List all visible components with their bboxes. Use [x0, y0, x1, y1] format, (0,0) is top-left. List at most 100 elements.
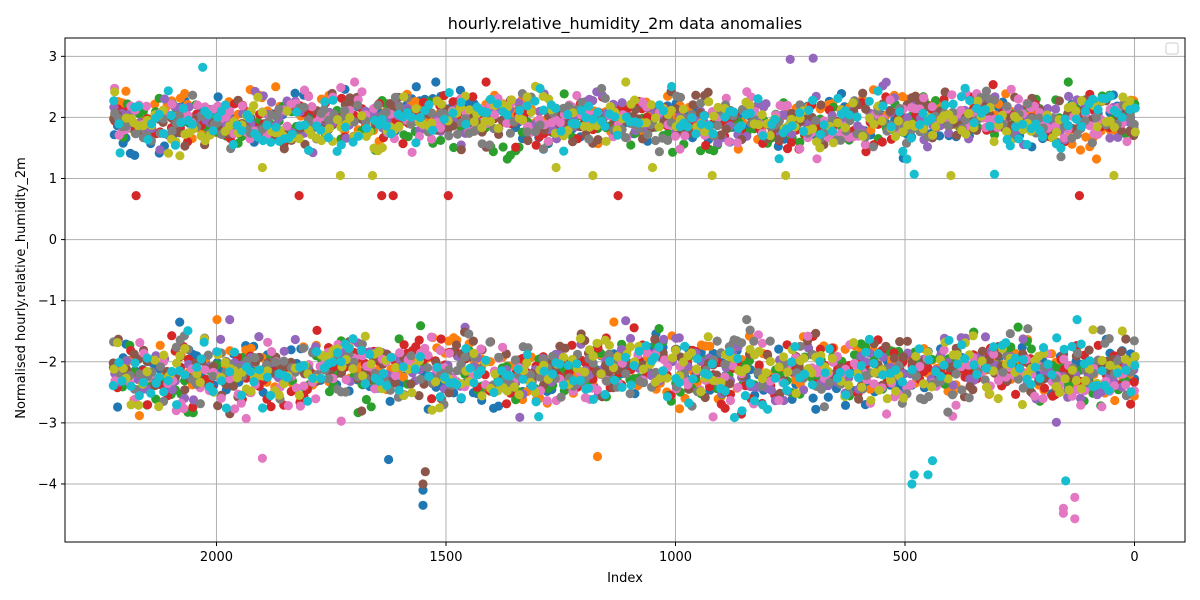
- data-point: [874, 385, 884, 395]
- data-point: [960, 83, 970, 93]
- data-point: [985, 121, 995, 131]
- data-point: [936, 114, 946, 124]
- data-point: [1042, 114, 1052, 124]
- data-point: [498, 142, 508, 152]
- data-point: [558, 352, 569, 362]
- data-point: [988, 80, 998, 90]
- data-point: [1011, 389, 1021, 399]
- data-point: [890, 131, 901, 142]
- plot-frame: [64, 37, 1186, 543]
- data-point: [626, 140, 636, 150]
- data-point: [853, 121, 863, 131]
- data-point: [274, 369, 284, 379]
- data-point: [258, 403, 268, 413]
- data-point: [716, 399, 726, 409]
- data-point: [951, 369, 961, 379]
- data-point: [531, 140, 541, 150]
- data-point: [584, 345, 595, 355]
- data-point: [902, 154, 912, 164]
- data-point: [542, 396, 552, 406]
- data-point: [610, 375, 620, 385]
- data-point: [114, 130, 124, 140]
- data-point: [742, 315, 752, 325]
- data-point: [1018, 355, 1028, 365]
- data-point: [1059, 354, 1069, 364]
- data-point: [535, 120, 545, 130]
- data-point: [915, 393, 926, 403]
- data-point: [641, 341, 651, 351]
- data-point: [965, 381, 975, 392]
- data-point: [902, 336, 913, 346]
- data-point: [361, 394, 371, 405]
- data-point: [625, 333, 636, 344]
- data-point: [944, 335, 954, 345]
- data-point: [361, 131, 371, 141]
- data-point: [1011, 122, 1021, 132]
- data-point: [340, 339, 350, 349]
- data-point: [849, 338, 859, 348]
- outlier-point: [418, 479, 428, 489]
- data-point: [808, 393, 818, 403]
- data-point: [856, 339, 866, 349]
- data-point: [1075, 393, 1086, 403]
- data-point: [221, 403, 231, 413]
- data-point: [370, 384, 380, 394]
- data-point: [493, 123, 503, 133]
- data-point: [109, 364, 119, 374]
- data-point: [134, 400, 144, 410]
- data-point: [854, 394, 864, 404]
- data-point: [1076, 339, 1086, 349]
- data-point: [237, 101, 247, 111]
- data-point: [208, 126, 218, 136]
- data-point: [1076, 400, 1086, 410]
- data-point: [870, 368, 880, 378]
- data-point: [250, 129, 260, 139]
- data-point: [464, 105, 474, 115]
- data-point: [262, 372, 273, 382]
- data-point: [1105, 133, 1115, 143]
- data-point: [988, 366, 998, 376]
- legend-box: [1165, 42, 1179, 55]
- data-point: [385, 396, 395, 406]
- data-point: [291, 383, 301, 393]
- data-point: [989, 136, 999, 147]
- data-point: [212, 112, 223, 122]
- data-point: [559, 146, 569, 156]
- data-point: [134, 391, 144, 401]
- data-point: [699, 111, 709, 121]
- outlier-point: [198, 62, 208, 72]
- data-point: [527, 381, 537, 391]
- data-point: [468, 336, 478, 346]
- data-point: [138, 377, 148, 387]
- data-point: [919, 379, 929, 389]
- data-point: [1064, 91, 1074, 101]
- data-point: [812, 154, 822, 164]
- data-point: [882, 394, 892, 404]
- x-axis-ticks: 2000 1500 1000 500 0: [200, 542, 1139, 565]
- data-point: [960, 354, 970, 364]
- data-point: [919, 93, 929, 103]
- data-point: [485, 337, 495, 347]
- outlier-point: [115, 148, 125, 158]
- data-point: [308, 373, 318, 383]
- data-point: [1026, 344, 1036, 354]
- data-point: [522, 358, 532, 368]
- data-point: [426, 134, 437, 144]
- data-point: [509, 382, 519, 392]
- data-point: [956, 92, 967, 102]
- data-point: [1089, 129, 1099, 139]
- data-point: [159, 129, 169, 139]
- outlier-point: [388, 191, 398, 201]
- data-point: [852, 112, 862, 122]
- outlier-point: [808, 53, 818, 63]
- data-point: [146, 388, 156, 398]
- data-point: [411, 82, 421, 92]
- data-point: [1120, 354, 1130, 364]
- data-point: [448, 108, 458, 118]
- data-point: [667, 353, 678, 363]
- data-point: [981, 86, 992, 96]
- data-point: [696, 98, 706, 108]
- data-point: [1014, 134, 1024, 144]
- data-point: [922, 116, 932, 126]
- data-point: [915, 120, 925, 130]
